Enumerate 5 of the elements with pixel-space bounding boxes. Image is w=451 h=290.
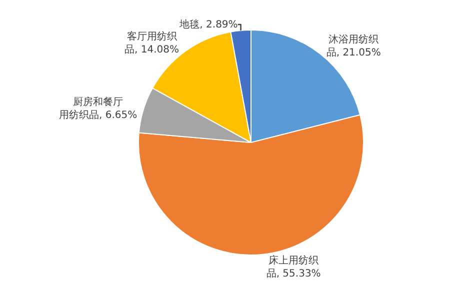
slice-label: 地毯, 2.89% <box>178 18 238 30</box>
slice-label: 客厅用纺织品, 14.08% <box>124 30 180 56</box>
slice-label: 床上用纺织品, 55.33% <box>266 254 321 280</box>
slice-label: 沐浴用纺织品, 21.05% <box>326 33 381 58</box>
slice-label: 厨房和餐厅用纺织品, 6.65% <box>59 96 138 122</box>
